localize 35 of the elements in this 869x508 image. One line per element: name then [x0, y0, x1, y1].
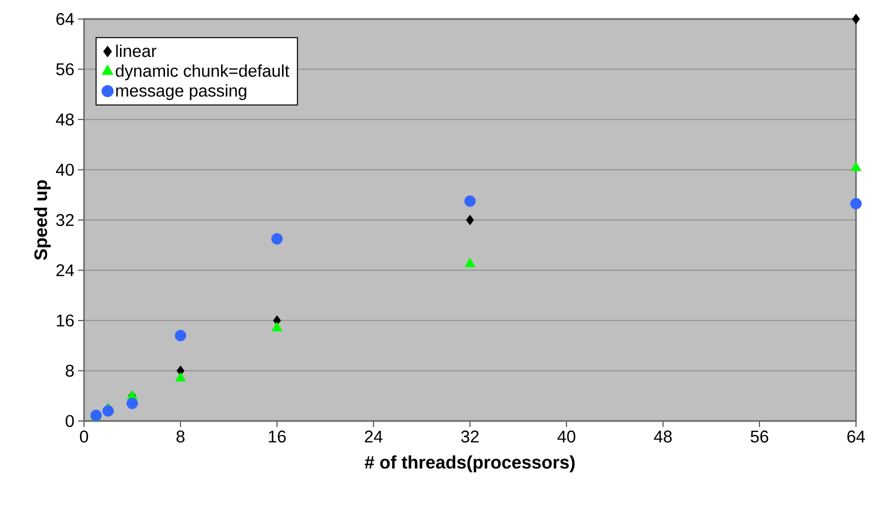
- legend-label: message passing: [116, 84, 246, 100]
- point: [464, 195, 476, 207]
- y-tick-label: 0: [66, 414, 74, 428]
- y-tick-label: 16: [56, 314, 74, 327]
- point: [272, 322, 282, 332]
- point: [102, 405, 114, 417]
- point: [464, 258, 476, 268]
- x-tick-label: 24: [364, 430, 382, 442]
- y-tick-label: 48: [56, 113, 74, 126]
- point: [850, 162, 862, 172]
- x-tick-label: 32: [461, 430, 479, 443]
- y-axis-title: Speed up: [34, 180, 51, 260]
- point: [852, 14, 860, 24]
- point: [175, 372, 186, 382]
- point: [126, 398, 138, 410]
- y-tick-label: 64: [56, 12, 74, 26]
- x-tick-label: 56: [750, 430, 768, 443]
- y-tick-label: 32: [56, 214, 74, 226]
- x-tick-label: 16: [268, 430, 286, 443]
- y-tick-label: 8: [66, 364, 74, 377]
- x-tick-label: 0: [80, 430, 88, 443]
- x-tick-label: 8: [176, 430, 184, 443]
- x-axis-title: # of threads(processors): [364, 455, 575, 472]
- x-tick-label: 48: [654, 430, 672, 443]
- legend-label: linear: [116, 44, 156, 58]
- legend-label: dynamic chunk=default: [116, 64, 290, 80]
- point: [174, 330, 186, 342]
- point: [850, 198, 862, 210]
- x-tick-label: 40: [557, 430, 576, 443]
- point: [466, 214, 474, 226]
- y-tick-label: 40: [56, 164, 74, 176]
- x-tick-label: 64: [847, 430, 865, 443]
- y-tick-label: 56: [56, 63, 74, 76]
- point: [271, 233, 283, 245]
- y-tick-label: 24: [56, 264, 74, 276]
